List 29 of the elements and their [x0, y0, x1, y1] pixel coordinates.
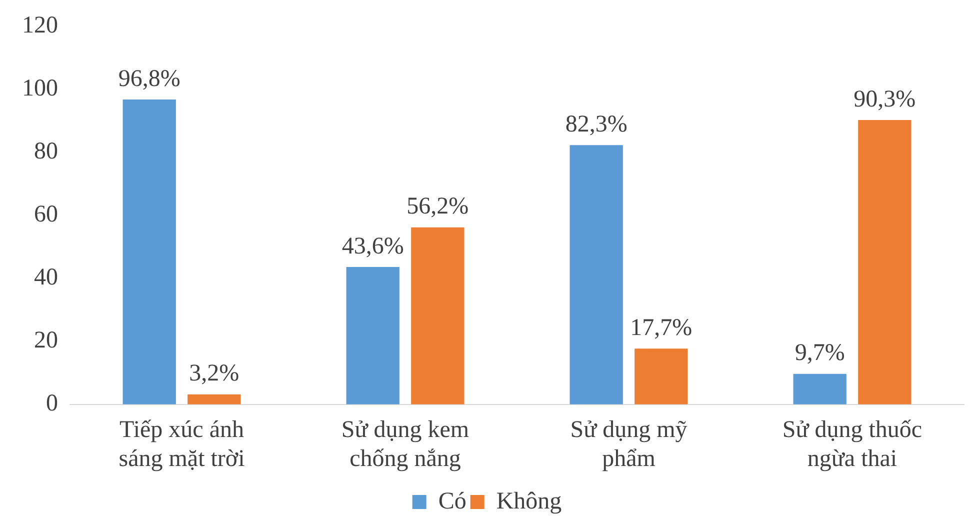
bar: [858, 120, 912, 404]
data-label: 96,8%: [118, 66, 180, 92]
x-tick-label: Tiếp xúc ánh sáng mặt trời: [118, 417, 246, 472]
bar: [634, 348, 688, 404]
data-label: 82,3%: [565, 111, 628, 138]
data-label: 43,6%: [342, 233, 404, 260]
bar: [570, 145, 623, 404]
y-tick-label: 40: [34, 264, 58, 291]
y-tick-label: 60: [34, 202, 58, 228]
bar: [411, 227, 464, 404]
bar: [346, 267, 400, 404]
x-tick-label: Sử dụng thuốc ngừa thai: [782, 417, 922, 472]
bar: [188, 394, 241, 404]
bar: [122, 99, 176, 404]
legend-label: Không: [496, 488, 562, 514]
data-label: 9,7%: [794, 340, 845, 366]
y-tick-label: 20: [34, 328, 58, 354]
y-tick-label: 100: [22, 76, 58, 102]
data-label: 90,3%: [854, 86, 916, 112]
x-tick-label: Sử dụng mỹ phẩm: [570, 417, 688, 472]
y-tick-label: 0: [46, 390, 58, 417]
y-tick-label: 120: [22, 12, 58, 39]
legend-label: Có: [438, 488, 466, 514]
bar: [793, 374, 846, 404]
data-label: 56,2%: [406, 194, 469, 220]
data-label: 3,2%: [189, 360, 240, 387]
x-tick-label: Sử dụng kem chống nắng: [341, 417, 470, 472]
y-tick-label: 80: [34, 138, 58, 165]
data-label: 17,7%: [630, 314, 692, 341]
